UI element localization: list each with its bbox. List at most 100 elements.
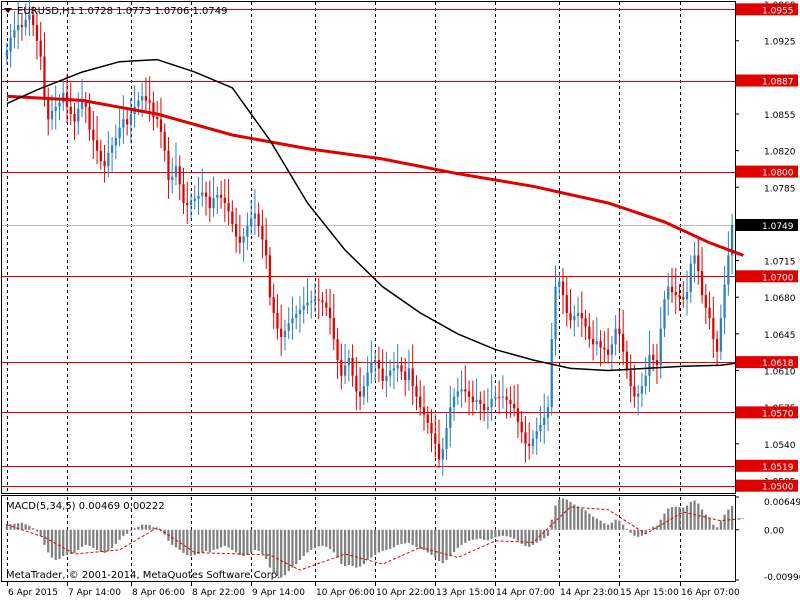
candle-body	[727, 255, 730, 285]
macd-histogram-bar	[351, 529, 354, 567]
candle-body	[550, 339, 553, 408]
macd-histogram-bar	[77, 529, 80, 550]
candle-body	[400, 365, 403, 372]
candle-body	[719, 318, 722, 352]
candle-body	[242, 236, 245, 243]
candle-body	[667, 286, 670, 300]
macd-histogram-bar	[700, 509, 704, 530]
triangle-down-icon[interactable]	[4, 8, 12, 13]
candle-body	[84, 100, 87, 107]
time-axis: 6 Apr 2015 7 Apr 14:00 8 Apr 06:00 8 Apr 22…	[7, 582, 740, 598]
candle-body	[486, 407, 489, 411]
macd-histogram-bar	[622, 524, 625, 530]
candle-body	[340, 360, 343, 376]
candle-body	[35, 25, 39, 41]
candle-body	[122, 119, 125, 128]
macd-histogram-bar	[39, 529, 42, 536]
macd-histogram-bar	[62, 529, 65, 556]
candle-body	[265, 239, 268, 256]
candle-body	[441, 449, 444, 460]
macd-histogram-bar	[531, 529, 535, 545]
macd-histogram-bar	[32, 528, 35, 530]
candle-body	[261, 226, 264, 240]
candle-body	[125, 119, 129, 125]
candle-body	[595, 341, 598, 345]
candle-body	[648, 354, 651, 376]
candle-body	[231, 211, 234, 224]
candle-body	[520, 421, 523, 433]
candle-body	[257, 213, 260, 227]
candle-body	[141, 96, 144, 101]
macd-histogram-bar	[509, 529, 512, 538]
macd-histogram-bar	[467, 529, 471, 541]
moving-averages	[6, 58, 744, 372]
candle-body	[167, 150, 170, 180]
candle-body	[509, 399, 512, 405]
candle-body	[197, 195, 200, 199]
candle-body	[407, 368, 411, 380]
macd-histogram-bar	[377, 529, 381, 553]
candle-body	[186, 203, 189, 206]
candle-body	[250, 218, 253, 227]
candle-body	[573, 316, 576, 321]
candle-body	[471, 396, 474, 402]
candle-body	[655, 360, 659, 366]
candle-body	[419, 396, 422, 408]
candle-body	[437, 443, 441, 460]
candle-body	[629, 370, 632, 387]
macd-histogram-bar	[257, 529, 260, 551]
macd-tick-label: 0.00649	[764, 498, 800, 508]
macd-histogram-bar	[268, 529, 272, 568]
macd-histogram-bar	[325, 529, 328, 547]
moving-average-black-line	[6, 58, 744, 372]
candle-body	[682, 297, 685, 300]
macd-histogram-bar	[682, 507, 685, 530]
macd-histogram-bar	[524, 529, 527, 546]
candle-body	[618, 328, 621, 334]
macd-histogram-bar	[490, 529, 493, 539]
candle-body	[347, 357, 350, 366]
macd-histogram-bar	[58, 529, 61, 560]
macd-histogram-bar	[355, 529, 358, 568]
candle-body	[336, 339, 339, 361]
candle-body	[32, 14, 35, 26]
level-label-box	[736, 356, 798, 369]
macd-histogram-bar	[505, 529, 508, 537]
macd-histogram-bar	[640, 529, 644, 536]
macd-histogram-bar	[17, 523, 20, 530]
macd-histogram-bar	[561, 498, 565, 530]
price-tick-label: 1.0540	[764, 441, 796, 451]
macd-histogram-bar	[655, 525, 659, 530]
level-label: 1.0618	[762, 359, 794, 369]
macd-histogram-bar	[482, 529, 486, 540]
candle-body	[208, 196, 211, 209]
candle-body	[103, 161, 106, 167]
candle-body	[306, 302, 309, 306]
macd-histogram-bar	[261, 529, 264, 554]
candle-body	[561, 281, 565, 296]
candle-body	[460, 389, 463, 392]
candle-body	[663, 299, 666, 329]
current-price-label-box	[736, 218, 798, 231]
macd-histogram-bar	[633, 529, 636, 536]
candle-body	[351, 357, 354, 376]
horizontal-levels	[2, 9, 735, 487]
macd-histogram-bar	[708, 518, 711, 530]
macd-histogram-bar	[715, 527, 719, 530]
candle-body	[599, 341, 602, 348]
macd-histogram-bar	[554, 505, 557, 530]
price-tick-label: 1.0680	[764, 294, 796, 304]
candle-body	[54, 106, 57, 111]
ohlc-readout: 1.0728 1.0773 1.0706 1.0749	[78, 6, 228, 17]
candle-body	[456, 391, 459, 397]
candle-body	[5, 51, 9, 57]
level-label-box	[736, 479, 798, 492]
macd-histogram-bar	[362, 529, 365, 565]
macd-histogram-bar	[114, 529, 117, 544]
macd-histogram-bar	[648, 528, 651, 530]
price-tick-label: 1.0820	[764, 148, 796, 158]
candle-body	[204, 192, 208, 197]
time-tick-label: 13 Apr 15:00	[436, 588, 495, 598]
